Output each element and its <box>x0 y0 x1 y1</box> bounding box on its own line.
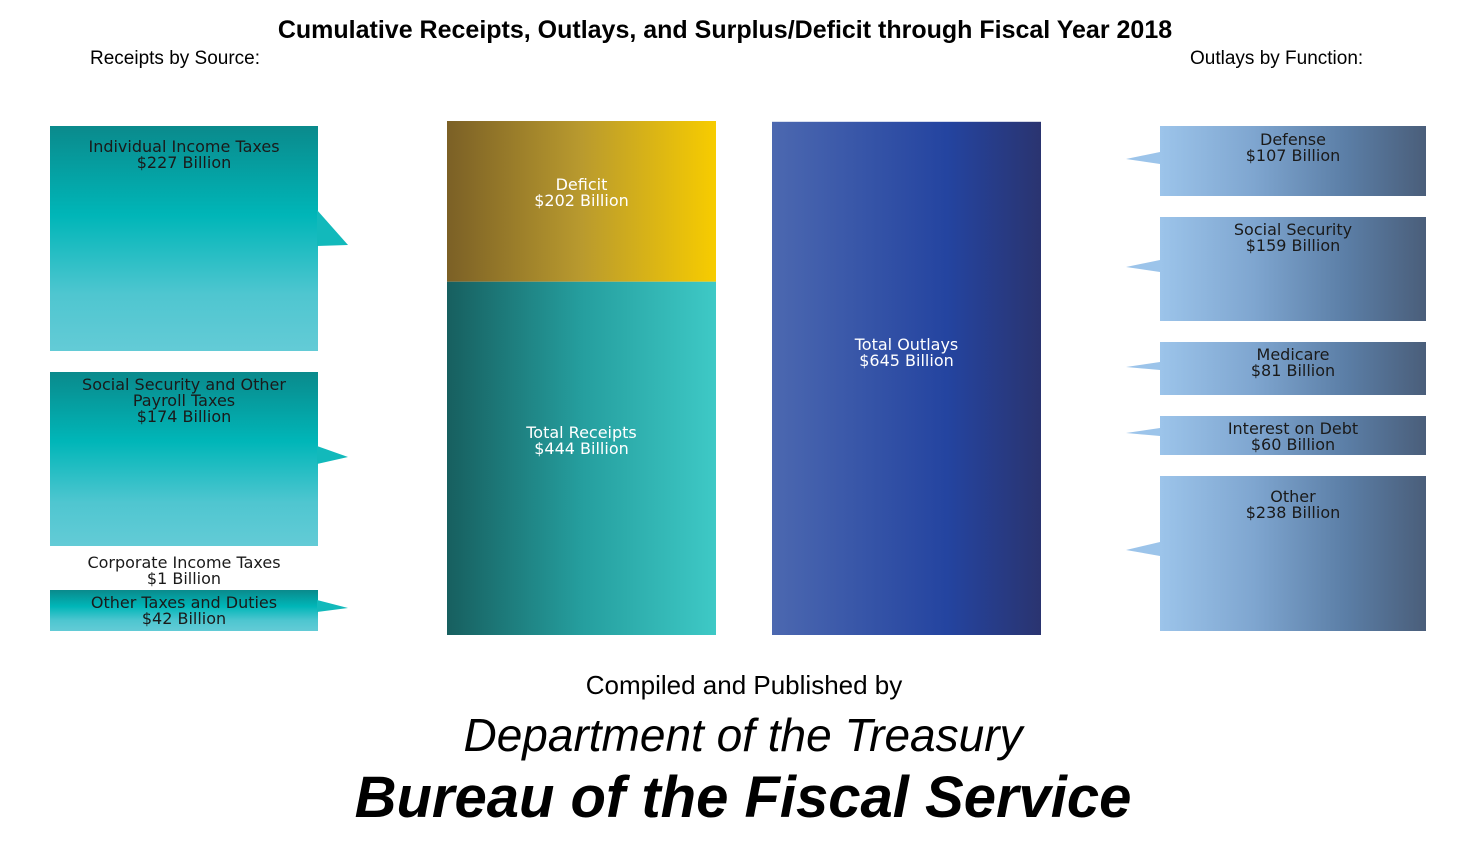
receipts-value: $444 Billion <box>534 438 629 458</box>
bureau-name: Bureau of the Fiscal Service <box>354 765 1132 830</box>
outlay-pointer <box>1126 362 1160 370</box>
deficit-label: Deficit <box>555 175 608 195</box>
outlays-heading: Outlays by Function: <box>1190 48 1364 69</box>
receipt-value: $174 Billion <box>136 407 232 426</box>
chart-title: Cumulative Receipts, Outlays, and Surplu… <box>277 16 1173 44</box>
outlays-value: $645 Billion <box>859 350 954 370</box>
outlays-label: Total Outlays <box>854 334 959 354</box>
outlay-pointer <box>1126 542 1160 556</box>
receipt-panel-corporate: Corporate Income Taxes $1 Billion <box>50 555 318 589</box>
outlay-label: Defense <box>1260 130 1326 149</box>
outlay-label: Other <box>1270 487 1316 506</box>
receipt-pointer <box>317 600 348 612</box>
receipt-label: Other Taxes and Duties <box>90 593 278 612</box>
receipt-pointer <box>317 210 348 246</box>
outlay-pointer <box>1126 152 1160 164</box>
outlay-pointer <box>1126 260 1160 272</box>
bar-total-outlays <box>772 121 1041 636</box>
pointer-shape <box>1126 362 1160 370</box>
pointer-shape <box>317 446 348 464</box>
deficit-value: $202 Billion <box>534 191 629 211</box>
outlay-label: Interest on Debt <box>1227 419 1359 438</box>
pointer-shape <box>1126 260 1160 272</box>
receipt-label: Individual Income Taxes <box>88 137 280 156</box>
outlay-value: $238 Billion <box>1245 503 1341 522</box>
receipt-value: $42 Billion <box>141 609 227 628</box>
outlays-label-group: Total Outlays $645 Billion <box>772 334 1041 370</box>
outlay-panel-defense: Defense $107 Billion <box>1160 126 1426 196</box>
pointer-shape <box>1126 152 1160 164</box>
receipt-panel-other-taxes: Other Taxes and Duties $42 Billion <box>50 590 318 631</box>
receipts-heading: Receipts by Source: <box>90 48 261 69</box>
outlay-pointer <box>1126 428 1160 436</box>
main-bars <box>447 121 1041 636</box>
deficit-label-group: Deficit $202 Billion <box>447 177 716 209</box>
outlay-value: $159 Billion <box>1245 236 1341 255</box>
compiled-by-text: Compiled and Published by <box>585 670 903 700</box>
department-name: Department of the Treasury <box>463 709 1023 761</box>
pointer-shape <box>1126 542 1160 556</box>
receipt-label-line2: Payroll Taxes <box>132 391 236 410</box>
outlay-panel-other: Other $238 Billion <box>1160 476 1426 631</box>
outlay-panel-interest: Interest on Debt $60 Billion <box>1160 416 1426 455</box>
outlay-value: $81 Billion <box>1250 361 1336 380</box>
outlay-panel-social-security: Social Security $159 Billion <box>1160 217 1426 321</box>
outlay-value: $60 Billion <box>1250 435 1336 454</box>
outlay-panel-medicare: Medicare $81 Billion <box>1160 342 1426 395</box>
pointer-shape <box>1126 428 1160 436</box>
bar-total-receipts <box>447 281 716 635</box>
outlay-value: $107 Billion <box>1245 146 1341 165</box>
pointer-shape <box>317 210 348 246</box>
receipt-value: $227 Billion <box>136 153 232 172</box>
receipt-label: Corporate Income Taxes <box>87 553 281 572</box>
pointer-shape <box>317 600 348 612</box>
receipt-panel-payroll: Social Security and Other Payroll Taxes … <box>50 372 318 546</box>
outlay-label: Medicare <box>1256 345 1330 364</box>
receipt-value: $1 Billion <box>146 569 222 588</box>
receipts-label: Total Receipts <box>526 422 637 442</box>
receipts-label-group: Total Receipts $444 Billion <box>447 422 716 458</box>
receipt-panel-individual-income: Individual Income Taxes $227 Billion <box>50 126 318 351</box>
outlay-label: Social Security <box>1233 220 1353 239</box>
bar-deficit <box>447 121 716 282</box>
receipt-pointer <box>317 446 348 464</box>
receipt-label-line1: Social Security and Other <box>82 375 286 394</box>
